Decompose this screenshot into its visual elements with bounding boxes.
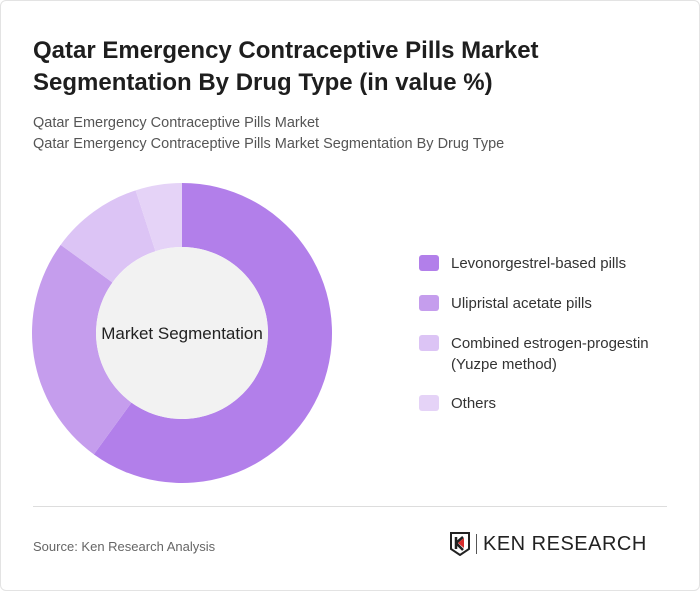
legend-label: Ulipristal acetate pills: [451, 295, 592, 312]
logo-text: KEN RESEARCH: [483, 532, 647, 555]
center-label: Market Segmentation: [101, 324, 263, 343]
donut-slice-3: [60, 190, 156, 283]
donut-slice-4: [135, 183, 182, 252]
donut-slice-2: [31, 244, 132, 455]
legend-swatch: [419, 395, 439, 411]
donut-hole: [96, 247, 268, 419]
subtitle-segmentation: Qatar Emergency Contraceptive Pills Mark…: [33, 136, 505, 152]
subtitle-market: Qatar Emergency Contraceptive Pills Mark…: [33, 115, 320, 131]
legend-swatch: [419, 255, 439, 271]
legend-label: Combined estrogen-progestin (Yuzpe metho…: [451, 335, 649, 373]
donut-slice-1: [93, 183, 333, 483]
ken-research-logo: KEN RESEARCH: [449, 532, 647, 556]
legend-item: Levonorgestrel-based pills: [419, 255, 679, 274]
source-note: Source: Ken Research Analysis: [33, 539, 216, 554]
legend-label: Others: [451, 395, 497, 412]
legend-item: Combined estrogen-progestin (Yuzpe metho…: [419, 335, 679, 375]
legend-swatch: [419, 335, 439, 351]
logo-separator: [476, 534, 477, 554]
donut-chart: Market Segmentation: [31, 183, 333, 483]
divider: [33, 506, 667, 507]
legend-item: Others: [419, 395, 679, 414]
legend-item: Ulipristal acetate pills: [419, 295, 679, 314]
chart-title: Qatar Emergency Contraceptive Pills Mark…: [33, 37, 539, 96]
legend-swatch: [419, 295, 439, 311]
legend-label: Levonorgestrel-based pills: [451, 255, 627, 272]
ken-logo-icon: [450, 532, 470, 556]
